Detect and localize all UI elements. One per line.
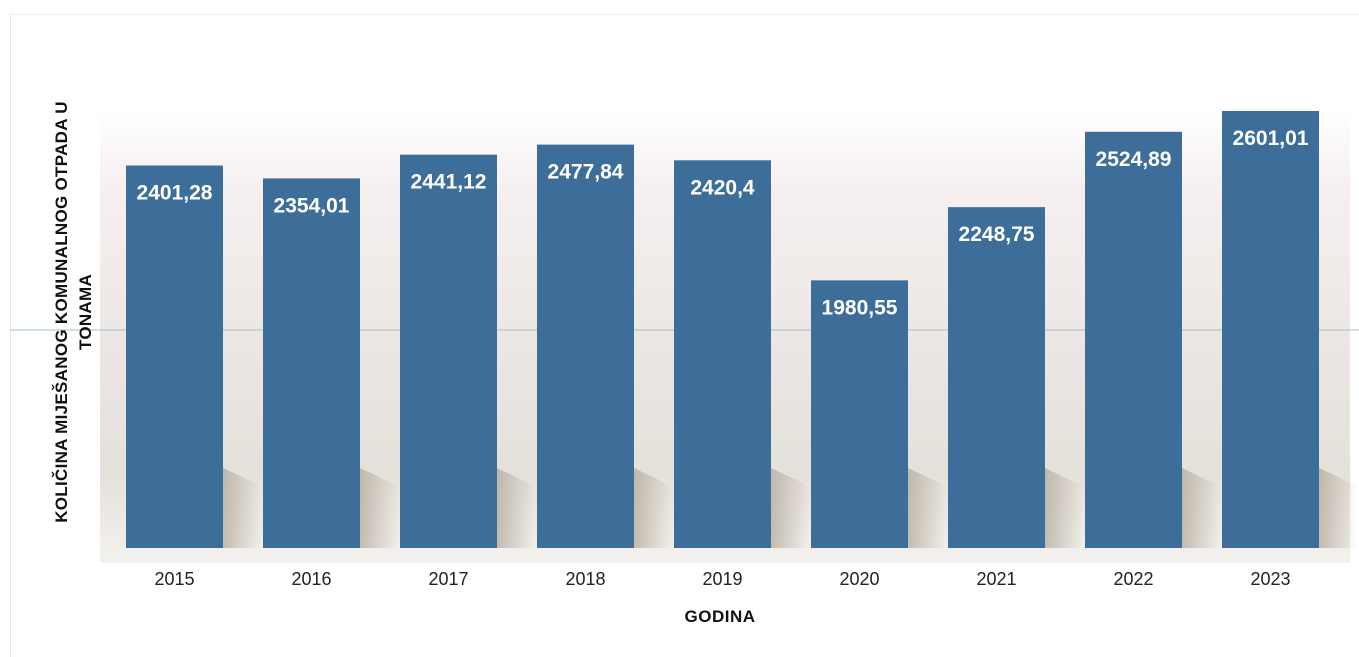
- bar-shadow: [1045, 468, 1083, 548]
- bar-shadow: [497, 468, 535, 548]
- x-tick-2021: 2021: [976, 569, 1016, 589]
- chart-frame: [10, 14, 1359, 657]
- data-label-2020: 1980,55: [822, 296, 898, 319]
- x-tick-2019: 2019: [702, 569, 742, 589]
- y-axis-label-line-2: TONAMA: [76, 274, 95, 350]
- bar-shadow: [634, 468, 672, 548]
- bar-shadow: [360, 468, 398, 548]
- data-label-2022: 2524,89: [1096, 148, 1172, 171]
- bar-2023: [1222, 111, 1319, 548]
- bar-shadow: [223, 468, 261, 548]
- data-label-2018: 2477,84: [548, 161, 624, 184]
- bar-2022: [1085, 131, 1182, 548]
- bar-2019: [674, 160, 771, 549]
- bar-2015: [126, 165, 223, 548]
- bar-shadow: [771, 468, 809, 548]
- x-tick-2018: 2018: [565, 569, 605, 589]
- bar-2021: [948, 207, 1045, 548]
- data-label-2015: 2401,28: [137, 182, 213, 205]
- bar-shadow: [1182, 468, 1220, 548]
- x-tick-2015: 2015: [154, 569, 194, 589]
- x-tick-2017: 2017: [428, 569, 468, 589]
- data-label-2019: 2420,4: [690, 176, 755, 199]
- x-tick-2022: 2022: [1113, 569, 1153, 589]
- x-tick-2023: 2023: [1250, 569, 1290, 589]
- x-axis-label: GODINA: [685, 607, 756, 626]
- data-label-2023: 2601,01: [1233, 127, 1309, 150]
- bar-2016: [263, 178, 360, 548]
- bar-shadow: [1319, 468, 1357, 548]
- y-axis-label: KOLIČINA MIJEŠANOG KOMUNALNOG OTPADA U T…: [52, 101, 95, 523]
- bar-2017: [400, 154, 497, 549]
- x-tick-2020: 2020: [839, 569, 879, 589]
- bar-shadow: [908, 468, 946, 548]
- x-tick-2016: 2016: [291, 569, 331, 589]
- bar-2018: [537, 144, 634, 549]
- data-label-2021: 2248,75: [959, 223, 1035, 246]
- data-label-2017: 2441,12: [411, 171, 487, 194]
- y-axis-label-line-1: KOLIČINA MIJEŠANOG KOMUNALNOG OTPADA U: [52, 101, 71, 523]
- bar-2020: [811, 280, 908, 548]
- data-label-2016: 2354,01: [274, 194, 350, 217]
